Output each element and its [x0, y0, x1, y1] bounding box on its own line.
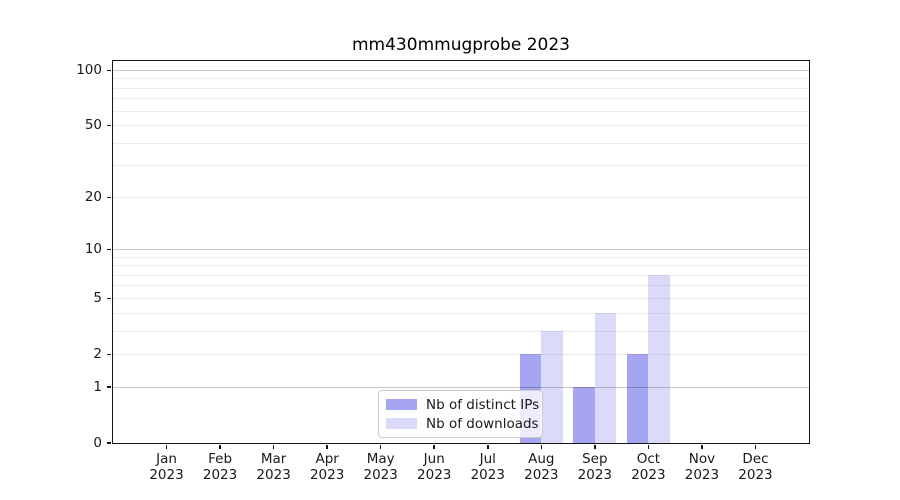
x-tick-mark-apr — [326, 444, 328, 449]
y-tick-label-20: 20 — [84, 188, 102, 205]
bar-sep-nb-of-downloads — [594, 313, 617, 443]
bar-oct-nb-of-distinct-ips — [626, 354, 649, 443]
y-tick-label-0: 0 — [93, 434, 102, 451]
x-tick-mark-may — [379, 444, 382, 449]
y-tick-label-10: 10 — [84, 240, 102, 257]
y-tick-mark-5 — [106, 297, 111, 300]
y-tick-label-2: 2 — [93, 345, 102, 362]
legend-item-distinct-ips: Nb of distinct IPs — [386, 396, 540, 414]
gridline-minor-5 — [113, 297, 809, 299]
x-tick-label-apr: Apr 2023 — [309, 451, 345, 483]
gridline-minor-4 — [113, 312, 809, 314]
gridline-minor-90 — [113, 78, 809, 80]
x-tick-label-may: May 2023 — [363, 451, 398, 483]
bar-sep-nb-of-distinct-ips — [573, 387, 595, 443]
gridline-minor-8 — [113, 265, 809, 267]
x-tick-mark-nov — [701, 444, 703, 449]
y-tick-mark-10 — [106, 248, 111, 251]
x-tick-mark-sep — [594, 444, 596, 449]
x-tick-mark-aug — [540, 444, 543, 449]
gridline-minor-9 — [113, 256, 809, 258]
y-tick-mark-100 — [106, 69, 111, 72]
x-tick-label-mar: Mar 2023 — [256, 451, 291, 483]
legend-label-downloads: Nb of downloads — [426, 415, 539, 432]
x-tick-label-jun: Jun 2023 — [417, 451, 452, 483]
gridline-minor-6 — [113, 285, 809, 287]
gridline-minor-80 — [113, 87, 809, 89]
x-tick-mark-dec — [754, 444, 757, 449]
y-tick-mark-50 — [106, 124, 111, 127]
y-tick-label-1: 1 — [93, 378, 102, 395]
gridline-minor-20 — [113, 196, 809, 198]
chart-title: mm430mmugprobe 2023 — [352, 35, 570, 55]
gridline-minor-7 — [113, 274, 809, 276]
x-tick-label-aug: Aug 2023 — [524, 451, 559, 483]
x-tick-mark-mar — [272, 444, 275, 449]
x-tick-label-jul: Jul 2023 — [470, 451, 505, 483]
x-tick-label-jan: Jan 2023 — [149, 451, 184, 483]
gridline-minor-50 — [113, 125, 809, 127]
y-tick-mark-0 — [106, 442, 111, 444]
x-tick-label-nov: Nov 2023 — [684, 451, 720, 483]
gridline-minor-70 — [113, 98, 809, 100]
x-tick-label-feb: Feb 2023 — [202, 451, 238, 483]
x-tick-label-oct: Oct 2023 — [631, 451, 666, 483]
y-tick-mark-2 — [106, 353, 111, 356]
gridline-minor-60 — [113, 110, 809, 112]
gridline-major-10 — [113, 248, 809, 250]
gridline-minor-3 — [113, 330, 809, 332]
x-tick-mark-feb — [219, 444, 221, 449]
x-tick-mark-jan — [165, 444, 168, 449]
x-tick-mark-jun — [433, 444, 435, 449]
legend-item-downloads: Nb of downloads — [386, 415, 539, 433]
y-tick-mark-20 — [106, 196, 111, 198]
legend-swatch-downloads — [386, 418, 417, 429]
gridline-minor-30 — [113, 165, 809, 167]
plot-area — [113, 61, 809, 443]
gridline-minor-2 — [113, 353, 809, 355]
y-tick-label-100: 100 — [76, 61, 102, 78]
y-tick-mark-1 — [106, 386, 111, 388]
gridline-major-1 — [113, 386, 809, 388]
y-tick-label-50: 50 — [84, 117, 102, 134]
x-tick-mark-jul — [487, 444, 489, 449]
gridline-major-100 — [113, 69, 809, 71]
x-tick-label-dec: Dec 2023 — [738, 451, 773, 483]
gridline-minor-40 — [113, 142, 809, 144]
y-tick-label-5: 5 — [93, 289, 102, 306]
x-tick-mark-oct — [647, 444, 650, 449]
bar-oct-nb-of-downloads — [648, 275, 670, 443]
legend: Nb of distinct IPs Nb of downloads — [378, 390, 543, 438]
x-tick-label-sep: Sep 2023 — [577, 451, 613, 483]
legend-swatch-distinct-ips — [386, 399, 417, 410]
bar-aug-nb-of-downloads — [541, 331, 563, 443]
legend-label-distinct-ips: Nb of distinct IPs — [426, 396, 540, 413]
